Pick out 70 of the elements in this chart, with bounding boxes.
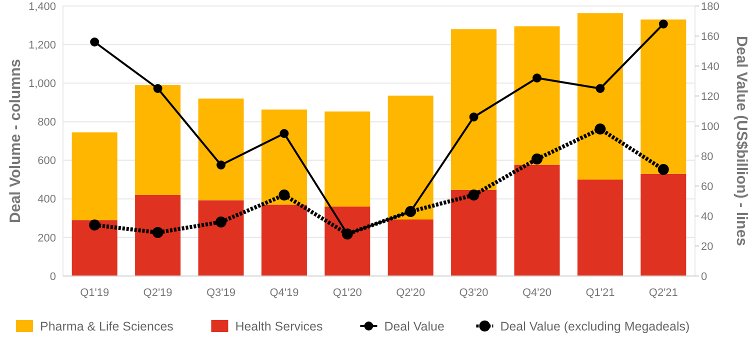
y-tick-label: 400 <box>38 194 56 206</box>
y2-axis-title: Deal Value (US$billion) - lines <box>733 36 750 246</box>
legend-label: Deal Value (excluding Megadeals) <box>500 319 690 334</box>
x-tick-label: Q2'19 <box>143 287 172 299</box>
point <box>280 129 289 138</box>
bar <box>451 29 497 190</box>
bar <box>261 110 307 205</box>
point <box>596 84 605 93</box>
point <box>532 154 542 164</box>
point <box>532 74 542 82</box>
y-tick-label: 200 <box>38 232 56 244</box>
point <box>152 227 164 238</box>
bar <box>640 20 686 174</box>
y2-tick-label: 100 <box>701 120 720 133</box>
legend-label: Deal Value <box>384 319 444 334</box>
point <box>658 20 668 28</box>
x-tick-label: Q2'21 <box>648 287 678 299</box>
x-tick-label: Q1'20 <box>332 287 362 299</box>
point <box>89 220 100 230</box>
legend-label: Pharma & Life Sciences <box>40 319 174 334</box>
y2-tick-label: 40 <box>701 210 714 223</box>
point <box>278 190 290 200</box>
legend-label: Health Services <box>235 319 323 334</box>
y-tick-label: 1,400 <box>28 0 56 13</box>
x-tick-label: Q3'20 <box>459 287 488 299</box>
x-tick-label: Q4'19 <box>270 287 299 299</box>
point <box>216 160 226 170</box>
bar <box>324 111 370 207</box>
y2-tick-label: 0 <box>701 270 708 283</box>
x-tick-label: Q1'21 <box>586 287 615 299</box>
point <box>469 112 478 122</box>
point <box>90 38 100 46</box>
y2-tick-label: 160 <box>701 30 720 43</box>
bar <box>198 200 244 276</box>
x-tick-label: Q1'19 <box>80 287 110 299</box>
y-tick-label: 0 <box>50 270 56 283</box>
bar <box>261 204 307 276</box>
y-tick-label: 800 <box>38 116 56 129</box>
x-tick-label: Q2'20 <box>396 287 426 299</box>
bar <box>577 13 623 180</box>
y2-tick-label: 140 <box>701 60 720 73</box>
y-tick-label: 1,000 <box>28 78 56 90</box>
bar <box>514 164 560 276</box>
bar <box>72 132 118 220</box>
y-axis-title: Deal Volume - columns <box>7 59 24 223</box>
bar <box>640 174 686 276</box>
bar <box>135 195 181 276</box>
y2-tick-label: 80 <box>701 150 714 163</box>
y-tick-label: 600 <box>38 155 56 168</box>
y2-tick-label: 20 <box>701 240 714 253</box>
point <box>153 84 162 93</box>
y2-tick-label: 120 <box>701 90 720 103</box>
x-tick-label: Q3'19 <box>206 287 236 299</box>
bar <box>135 85 181 195</box>
bar <box>324 206 370 276</box>
bar <box>388 96 434 220</box>
point <box>216 216 226 228</box>
point <box>658 164 669 175</box>
point <box>468 190 480 200</box>
bar <box>514 26 560 165</box>
y2-tick-label: 60 <box>701 180 714 193</box>
bar <box>388 219 434 276</box>
bar <box>451 190 497 276</box>
y-tick-label: 1,200 <box>28 39 56 52</box>
bar <box>577 180 623 276</box>
x-tick-label: Q4'20 <box>522 287 552 299</box>
y2-tick-label: 180 <box>701 0 720 13</box>
bar <box>72 220 118 276</box>
point <box>594 124 606 134</box>
bar <box>198 98 244 200</box>
